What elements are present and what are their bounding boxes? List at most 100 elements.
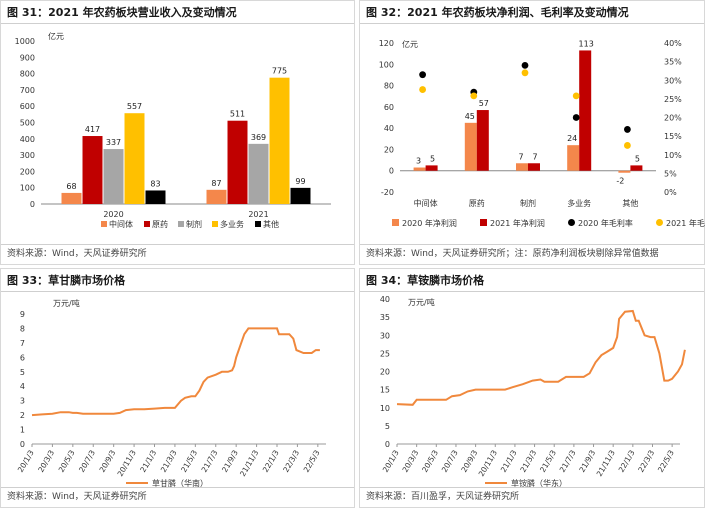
legend-swatch xyxy=(255,221,261,227)
y-tick-label: 35 xyxy=(380,313,390,322)
x-tick-label: 20/7/3 xyxy=(77,448,97,474)
bar-2021-net-profit xyxy=(476,110,489,171)
bar-chart-revenue: 0 100 200 300 400 500 600 700 800 900 1000 亿元 68 417 3… xyxy=(15,31,331,229)
bar-2020-net-profit xyxy=(618,170,631,173)
panel-chart-33: 图 33：草甘膦市场价格 0 1 2 3 4 5 6 7 8 9 万元/吨 20/1/3 20/3/3 2… xyxy=(0,268,355,508)
y-tick-label: 800 xyxy=(20,70,35,79)
scatter-2021-gross-margin xyxy=(470,92,478,100)
x-tick-label: 22/3/3 xyxy=(281,448,301,474)
x-tick-label: 2021 xyxy=(248,210,268,219)
chart-title: 图 34：草铵膦市场价格 xyxy=(366,274,485,287)
bar-value-label: 3 xyxy=(416,157,421,166)
scatter-2021-gross-margin xyxy=(419,86,426,93)
y-tick-label: 0 xyxy=(389,167,394,176)
scatter-2020-gross-margin xyxy=(572,114,580,121)
x-tick-label: 21/5/3 xyxy=(538,448,558,474)
source-note: 资料来源：Wind，天风证券研究所 xyxy=(7,249,147,259)
y-tick-label: 20 xyxy=(384,145,394,154)
x-tick-label: 20/9/3 xyxy=(98,448,118,474)
x-tick-label: 21/9/3 xyxy=(220,448,240,474)
y2-tick-label: 15% xyxy=(664,132,682,141)
scatter-2021-gross-margin xyxy=(521,69,529,77)
legend-swatch xyxy=(480,219,487,226)
bar-value-label: 7 xyxy=(532,152,537,161)
legend-swatch xyxy=(178,221,184,227)
unit-label: 亿元 xyxy=(402,39,418,49)
y2-tick-label: 30% xyxy=(664,76,682,85)
panel-chart-32: 图 32：2021 年农药板块净利润、毛利率及变动情况 -20 0 20 40 60 80… xyxy=(359,0,705,265)
y-tick-label: 300 xyxy=(20,151,35,160)
bar-value-label: 369 xyxy=(251,133,266,142)
y-tick-label: 0 xyxy=(385,440,390,449)
bar-2020-net-profit xyxy=(413,167,426,171)
y-tick-label: 3 xyxy=(20,397,25,406)
unit-label: 万元/吨 xyxy=(53,298,80,308)
bar-2020-net-profit xyxy=(516,163,528,171)
source-divider xyxy=(360,487,704,488)
x-tick-label: 21/7/3 xyxy=(558,448,578,474)
y-tick-label: 1 xyxy=(20,426,25,435)
y-tick-label: 40 xyxy=(384,124,394,133)
scatter-2020-gross-margin xyxy=(419,71,426,79)
y2-tick-label: 0% xyxy=(664,188,677,197)
bar-value-label: 7 xyxy=(518,152,523,161)
legend-label: 多业务 xyxy=(220,219,244,229)
x-tick-label: 22/5/3 xyxy=(302,448,322,474)
bar-原药 xyxy=(227,120,248,204)
legend-swatch xyxy=(392,219,399,226)
x-tick-label: 其他 xyxy=(622,198,638,208)
bar-制剂 xyxy=(248,143,269,204)
y-tick-label: 5 xyxy=(20,368,25,377)
scatter-2020-gross-margin xyxy=(521,61,529,69)
bar-原药 xyxy=(82,136,103,204)
y-tick-label: 5 xyxy=(385,422,390,431)
legend-swatch xyxy=(656,219,663,226)
legend-label: 2021 年净利润 xyxy=(490,218,545,228)
legend-label: 2020 年净利润 xyxy=(402,218,457,228)
scatter-2020-gross-margin xyxy=(624,126,631,133)
source-divider xyxy=(360,244,704,245)
bar-value-label: 113 xyxy=(579,39,594,48)
bar-value-label: -2 xyxy=(616,177,624,186)
legend-swatch xyxy=(568,219,575,226)
y-tick-label: 200 xyxy=(20,167,35,176)
bar-value-label: 417 xyxy=(85,125,100,134)
x-tick-label: 20/11/3 xyxy=(477,448,499,478)
x-tick-label: 多业务 xyxy=(567,198,591,208)
y-tick-label: 600 xyxy=(20,102,35,111)
chart-title: 图 31：2021 年农药板块营业收入及变动情况 xyxy=(7,6,237,19)
bar-其他 xyxy=(290,187,311,204)
x-tick-label: 20/1/3 xyxy=(16,448,36,474)
x-tick-label: 22/5/3 xyxy=(656,448,676,474)
source-divider xyxy=(1,244,354,245)
unit-label: 亿元 xyxy=(48,31,64,41)
bar-2021-net-profit xyxy=(630,165,643,171)
scatter-2021-gross-margin xyxy=(624,142,631,149)
legend-label: 其他 xyxy=(263,219,279,229)
bar-多业务 xyxy=(124,113,145,204)
y2-tick-label: 5% xyxy=(664,169,677,178)
y-tick-label: 4 xyxy=(20,382,25,391)
x-tick-label: 20/1/3 xyxy=(381,448,401,474)
bar-value-label: 511 xyxy=(230,110,245,119)
y-tick-label: 100 xyxy=(20,184,35,193)
x-tick-label: 20/7/3 xyxy=(440,448,460,474)
bar-2020-net-profit xyxy=(464,122,477,171)
panel-chart-31: 图 31：2021 年农药板块营业收入及变动情况 0 100 200 300 400 50… xyxy=(0,0,355,265)
bar-value-label: 99 xyxy=(295,177,305,186)
legend-label: 中间体 xyxy=(109,219,133,229)
bar-value-label: 5 xyxy=(430,154,435,163)
x-tick-label: 2020 xyxy=(103,210,123,219)
legend-label: 制剂 xyxy=(186,219,202,229)
bar-value-label: 775 xyxy=(272,67,287,76)
y-tick-label: 0 xyxy=(30,200,35,209)
bar-制剂 xyxy=(103,149,124,204)
bar-多业务 xyxy=(269,77,290,204)
bar-value-label: 83 xyxy=(150,179,160,188)
x-tick-label: 中间体 xyxy=(414,198,438,208)
x-tick-label: 21/11/3 xyxy=(595,448,617,478)
source-divider xyxy=(1,487,354,488)
y-tick-label: 60 xyxy=(384,103,394,112)
